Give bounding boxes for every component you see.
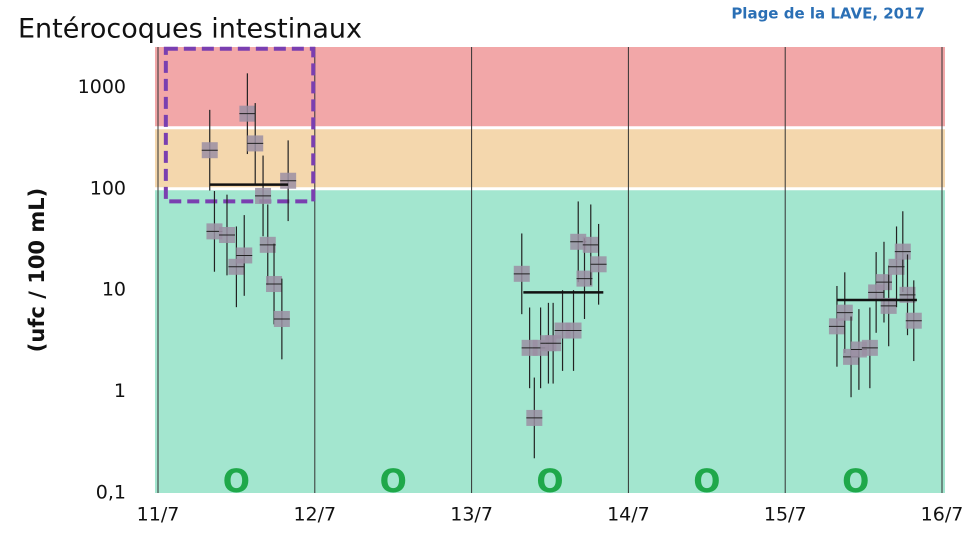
x-tick-label: 14/7: [607, 504, 650, 526]
status-marker: O: [693, 462, 720, 500]
title-background: [0, 10, 462, 46]
x-tick-label: 11/7: [137, 504, 180, 526]
y-tick-label: 100: [90, 177, 126, 199]
y-tick-label: 10: [102, 279, 126, 301]
status-marker: O: [536, 462, 563, 500]
status-marker: O: [380, 462, 407, 500]
x-tick-label: 16/7: [921, 504, 964, 526]
y-tick-label: 0,1: [96, 482, 126, 504]
status-marker: O: [223, 462, 250, 500]
band: [155, 47, 945, 128]
highlight-box: [163, 46, 316, 204]
x-tick-label: 12/7: [293, 504, 336, 526]
chart-subtitle: Plage de la LAVE, 2017: [731, 5, 925, 23]
y-tick-label: 1000: [78, 76, 126, 98]
x-tick-label: 15/7: [764, 504, 807, 526]
chart-title: Entérocoques intestinaux: [18, 14, 362, 45]
band: [155, 127, 945, 189]
x-tick-label: 13/7: [450, 504, 493, 526]
y-tick-label: 1: [114, 380, 126, 402]
y-axis-label: (ufc / 100 mL): [25, 188, 49, 352]
status-marker: O: [842, 462, 869, 500]
